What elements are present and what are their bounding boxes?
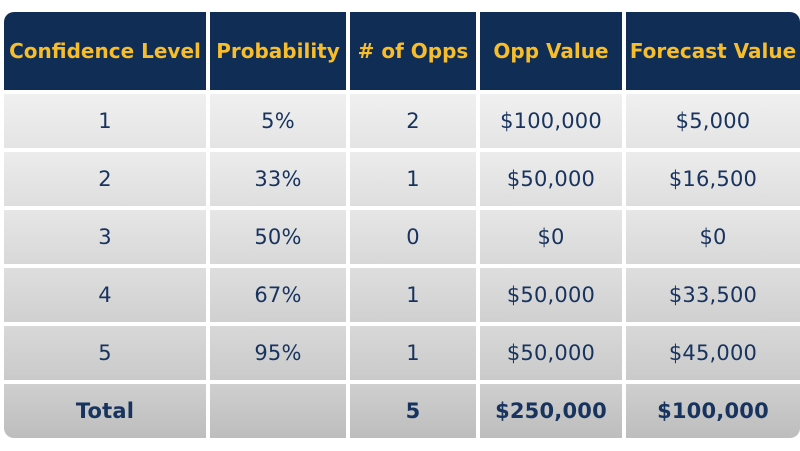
table-cell-confidence-level: 5 — [4, 326, 206, 380]
header-probability: Probability — [210, 12, 346, 90]
table-cell-opp-value: $100,000 — [480, 94, 622, 148]
table-cell-probability: 50% — [210, 210, 346, 264]
table-cell-probability: 33% — [210, 152, 346, 206]
table-cell-confidence-level: 1 — [4, 94, 206, 148]
total-probability — [210, 384, 346, 438]
total-opp-value: $250,000 — [480, 384, 622, 438]
table-cell-forecast-value: $16,500 — [626, 152, 800, 206]
table-cell-opp-value: $50,000 — [480, 152, 622, 206]
header-forecast-value: Forecast Value — [626, 12, 800, 90]
table-cell-probability: 95% — [210, 326, 346, 380]
total-forecast-value: $100,000 — [626, 384, 800, 438]
table-cell-probability: 5% — [210, 94, 346, 148]
table-cell-num-opps: 1 — [350, 326, 476, 380]
table-cell-forecast-value: $45,000 — [626, 326, 800, 380]
table-cell-forecast-value: $33,500 — [626, 268, 800, 322]
table-cell-num-opps: 0 — [350, 210, 476, 264]
table-cell-num-opps: 2 — [350, 94, 476, 148]
table-cell-num-opps: 1 — [350, 268, 476, 322]
header-opp-value: Opp Value — [480, 12, 622, 90]
table-cell-opp-value: $50,000 — [480, 268, 622, 322]
table-cell-confidence-level: 2 — [4, 152, 206, 206]
header-confidence-level: Confidence Level — [4, 12, 206, 90]
total-num-opps: 5 — [350, 384, 476, 438]
table-cell-opp-value: $0 — [480, 210, 622, 264]
forecast-table: Confidence Level Probability # of Opps O… — [4, 12, 800, 440]
table-cell-probability: 67% — [210, 268, 346, 322]
table-cell-num-opps: 1 — [350, 152, 476, 206]
total-label: Total — [4, 384, 206, 438]
table-cell-forecast-value: $0 — [626, 210, 800, 264]
table-cell-confidence-level: 4 — [4, 268, 206, 322]
table-cell-confidence-level: 3 — [4, 210, 206, 264]
table-cell-opp-value: $50,000 — [480, 326, 622, 380]
header-num-opps: # of Opps — [350, 12, 476, 90]
table-cell-forecast-value: $5,000 — [626, 94, 800, 148]
